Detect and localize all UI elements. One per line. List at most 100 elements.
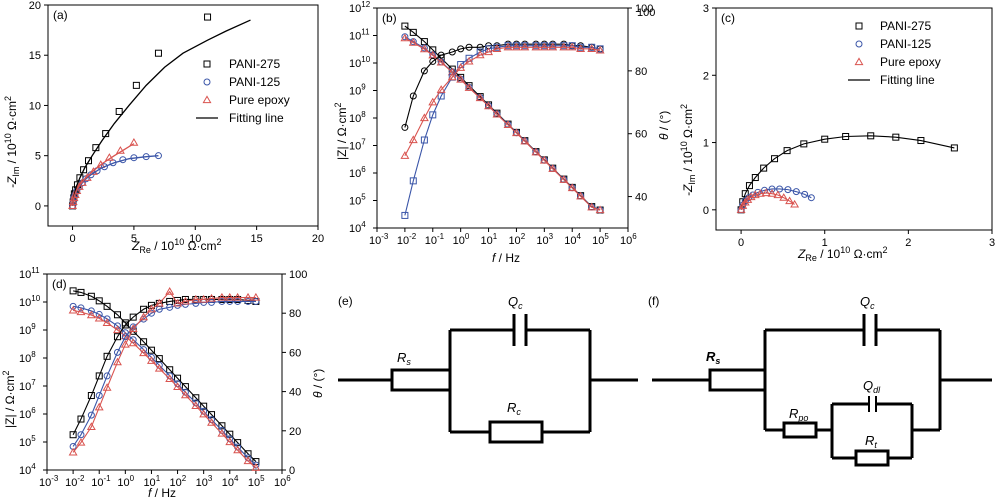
data-point [401, 22, 409, 30]
y-tick-label: 1 [703, 138, 709, 150]
label-part: Re [805, 253, 817, 263]
data-point [503, 120, 513, 129]
data-point [113, 322, 121, 330]
label-part: Ω·cm [850, 247, 882, 261]
data-point [155, 355, 163, 363]
data-point [484, 101, 494, 110]
x-tick-exponent: -1 [437, 232, 445, 241]
x-axis-label: ZRe / 1010 Ω·cm2 [797, 245, 888, 263]
x-axis-label: f / Hz [148, 486, 176, 500]
data-point [401, 211, 409, 219]
label-part: f [492, 251, 497, 265]
series-fitting-line [71, 19, 251, 206]
data-point [511, 128, 521, 137]
x-tick-exponent: -2 [77, 474, 85, 483]
data-point [400, 151, 410, 159]
y-tick-exponent: 9 [31, 322, 36, 331]
data-point [191, 401, 201, 409]
label-part: Re [139, 245, 151, 255]
label-part: |Z| / Ω·cm [3, 375, 17, 428]
fit-line [72, 300, 256, 447]
data-point [867, 132, 875, 140]
y-tick-exponent: 8 [31, 350, 36, 359]
legend-label: PANI-125 [880, 37, 931, 51]
data-point [208, 411, 216, 419]
label-part: Im [687, 175, 697, 185]
data-point [755, 189, 765, 197]
data-point [121, 321, 129, 329]
x-tick-exponent: 2 [182, 474, 187, 483]
plot-frame [46, 273, 283, 471]
data-point [100, 163, 108, 171]
x-tick-exponent: -2 [409, 232, 417, 241]
data-point [464, 56, 474, 65]
data-point [180, 296, 190, 305]
legend-label: Pure epoxy [229, 93, 290, 107]
data-point [128, 338, 138, 347]
x-tick-label: 105 [592, 232, 609, 247]
data-point [492, 44, 502, 52]
series-pani-125- [69, 297, 260, 450]
x-tick-label: 103 [196, 474, 213, 489]
rs-label: Rs [706, 349, 720, 366]
data-point [531, 42, 541, 51]
data-point [736, 205, 746, 213]
label-part: / 10 [817, 247, 841, 261]
y-axis-label: -ZIm / 1010 Ω·cm2 [3, 96, 21, 188]
data-point [68, 201, 78, 210]
data-point [492, 109, 502, 118]
y-tick-exponent: 10 [31, 294, 40, 303]
data-point [801, 190, 809, 198]
data-point [121, 333, 129, 341]
data-point [587, 202, 597, 211]
data-point [103, 302, 111, 310]
data-point [226, 297, 234, 305]
y2-axis-label: θ / (°) [311, 369, 325, 398]
data-point [165, 287, 175, 295]
data-point [154, 298, 164, 307]
x-tick-exponent: 1 [156, 474, 161, 483]
data-point [199, 294, 209, 303]
resistor-rc [488, 420, 544, 444]
legend-label: Pure epoxy [880, 55, 941, 69]
legend-swatch [202, 95, 212, 104]
data-point [207, 418, 216, 426]
x-tick-label: 105 [248, 474, 265, 489]
x-tick-exponent: -3 [381, 232, 389, 241]
data-point [96, 160, 106, 168]
y2-tick-label: 0 [289, 465, 295, 477]
label-part: Im [11, 167, 21, 177]
y-tick-exponent: 7 [31, 378, 36, 387]
x-tick-label: 104 [564, 232, 581, 247]
y-tick-exponent: 6 [31, 406, 36, 415]
label-part: -Z [681, 184, 695, 196]
data-point [95, 310, 103, 318]
data-point [95, 297, 103, 305]
x-tick-label: 20 [312, 233, 324, 245]
x-tick-label: 10-3 [369, 232, 389, 247]
data-point [767, 189, 777, 197]
data-point [761, 188, 771, 197]
label-part: 2 [217, 237, 222, 247]
data-point [539, 42, 549, 51]
label-part: θ [657, 133, 671, 140]
label-part: Z [131, 239, 140, 253]
data-point [226, 430, 234, 438]
data-point [165, 374, 175, 382]
resistor-rs [708, 368, 767, 392]
legend-label: Fitting line [229, 111, 284, 125]
data-point [420, 67, 428, 75]
data-point [77, 178, 87, 186]
data-point [191, 294, 201, 303]
data-point [252, 297, 260, 305]
series-pani-275-z- [69, 287, 260, 466]
y-tick-label: 2 [703, 70, 709, 82]
data-point [511, 42, 521, 51]
data-point [531, 147, 541, 156]
series-pure-epoxy-z- [400, 33, 605, 214]
data-point [790, 199, 800, 208]
label-part: / (°) [311, 369, 325, 392]
y-tick-label: 108 [19, 350, 36, 365]
data-point [401, 123, 409, 131]
